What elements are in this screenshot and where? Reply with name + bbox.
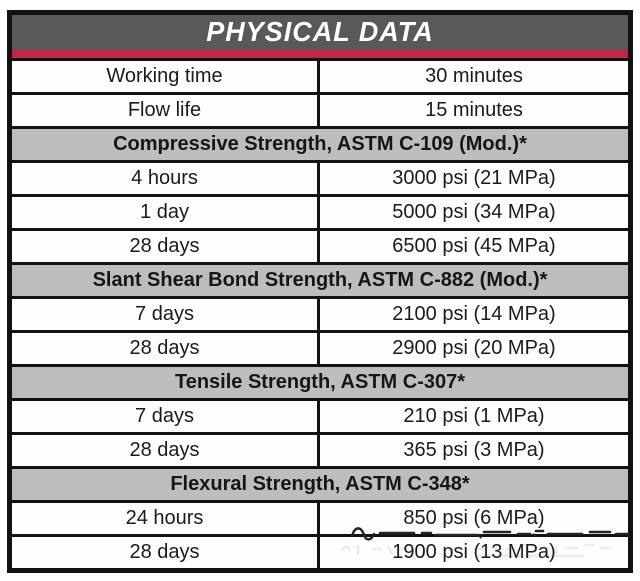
property-cell: 28 days	[12, 435, 320, 466]
section-header-row: Slant Shear Bond Strength, ASTM C-882 (M…	[12, 262, 628, 296]
section-header-row: Tensile Strength, ASTM C-307*	[12, 364, 628, 398]
value-cell: 210 psi (1 MPa)	[403, 405, 545, 427]
table-row: 1 day 5000 psi (34 MPa)	[12, 194, 628, 228]
property-cell: 28 days	[12, 231, 320, 262]
page-title: PHYSICAL DATA	[206, 16, 434, 47]
property-cell: Working time	[12, 61, 320, 92]
table-row: 4 hours 3000 psi (21 MPa)	[12, 160, 628, 194]
property-cell: 7 days	[12, 401, 320, 432]
table-row: 28 days 6500 psi (45 MPa)	[12, 228, 628, 262]
value-cell: 6500 psi (45 MPa)	[392, 235, 556, 257]
property-cell: 1 day	[12, 197, 320, 228]
table-row: 28 days 2900 psi (20 MPa)	[12, 330, 628, 364]
table-row: 7 days 2100 psi (14 MPa)	[12, 296, 628, 330]
table-row: 28 days 1900 psi (13 MPa)	[12, 534, 628, 568]
table-row: 24 hours 850 psi (6 MPa)	[12, 500, 628, 534]
table-row: Flow life 15 minutes	[12, 92, 628, 126]
value-cell: 3000 psi (21 MPa)	[392, 167, 556, 189]
accent-stripe	[12, 49, 628, 58]
section-header-row: Compressive Strength, ASTM C-109 (Mod.)*	[12, 126, 628, 160]
value-cell: 15 minutes	[425, 99, 523, 121]
property-cell: 28 days	[12, 537, 320, 568]
physical-data-table: PHYSICAL DATA Working time 30 minutes Fl…	[7, 10, 633, 573]
property-cell: Flow life	[12, 95, 320, 126]
value-cell: 1900 psi (13 MPa)	[392, 541, 556, 563]
table-row: 28 days 365 psi (3 MPa)	[12, 432, 628, 466]
value-cell: 365 psi (3 MPa)	[403, 439, 545, 461]
value-cell: 2900 psi (20 MPa)	[392, 337, 556, 359]
value-cell: 5000 psi (34 MPa)	[392, 201, 556, 223]
value-cell: 30 minutes	[425, 65, 523, 87]
section-header-row: Flexural Strength, ASTM C-348*	[12, 466, 628, 500]
table-title-bar: PHYSICAL DATA	[12, 15, 628, 49]
property-cell: 24 hours	[12, 503, 320, 534]
value-cell: 2100 psi (14 MPa)	[392, 303, 556, 325]
property-cell: 4 hours	[12, 163, 320, 194]
table-row: 7 days 210 psi (1 MPa)	[12, 398, 628, 432]
property-cell: 7 days	[12, 299, 320, 330]
value-cell: 850 psi (6 MPa)	[403, 507, 545, 529]
table-row: Working time 30 minutes	[12, 58, 628, 92]
property-cell: 28 days	[12, 333, 320, 364]
